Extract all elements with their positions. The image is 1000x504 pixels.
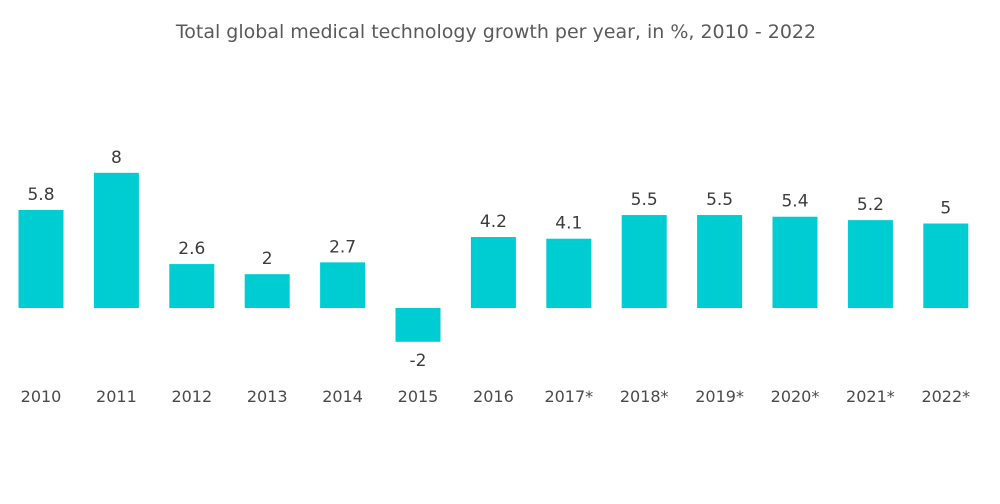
bar-2021-forecast (847, 220, 893, 308)
data-label: 4.1 (555, 214, 582, 234)
data-label: 5.2 (857, 195, 884, 215)
x-tick-label: 2013 (247, 387, 288, 406)
x-tick-label: 2019* (695, 387, 744, 406)
x-tick-label: 2014 (322, 387, 363, 406)
bar-2019-forecast (697, 215, 743, 308)
bar-2017-forecast (546, 238, 592, 308)
x-tick-label: 2018* (620, 387, 669, 406)
bar-2020-forecast (772, 216, 818, 308)
x-tick-label: 2011 (96, 387, 137, 406)
data-label: 5.8 (27, 185, 54, 205)
data-label: 2 (262, 249, 273, 269)
bar-2014 (320, 262, 366, 308)
x-tick-label: 2020* (771, 387, 820, 406)
bar-2022-forecast (923, 223, 969, 308)
data-label: 5.5 (631, 190, 658, 210)
bar-2016 (470, 237, 516, 308)
bar-2013 (244, 274, 290, 308)
data-label: 5 (940, 199, 951, 219)
bar-2018-forecast (621, 215, 667, 308)
data-label: 8 (111, 148, 122, 168)
x-tick-label: 2022* (921, 387, 970, 406)
x-tick-label: 2017* (544, 387, 593, 406)
data-label: 2.7 (329, 237, 356, 257)
bar-2012 (169, 264, 215, 308)
bars-group (18, 172, 969, 342)
data-label: 5.5 (706, 190, 733, 210)
bar-2015 (395, 308, 441, 342)
data-label: 5.4 (781, 192, 808, 212)
data-label: 2.6 (178, 239, 205, 259)
x-tick-label: 2010 (21, 387, 62, 406)
data-label: -2 (410, 351, 427, 371)
data-labels-group: 5.8 8 2.6 2 2.7 -2 4.2 4.1 5.5 5.5 5.4 5.2 5 (27, 148, 951, 371)
x-tick-label: 2012 (171, 387, 212, 406)
x-tick-label: 2021* (846, 387, 895, 406)
x-tick-label: 2016 (473, 387, 514, 406)
x-tick-label: 2015 (398, 387, 439, 406)
data-label: 4.2 (480, 212, 507, 232)
bar-2011 (93, 172, 139, 308)
x-axis-ticks: 2010 2011 2012 2013 2014 2015 2016 2017* 2018* 20… (21, 387, 971, 406)
chart-title: Total global medical technology growth p… (175, 21, 816, 43)
bar-2010 (18, 209, 64, 308)
